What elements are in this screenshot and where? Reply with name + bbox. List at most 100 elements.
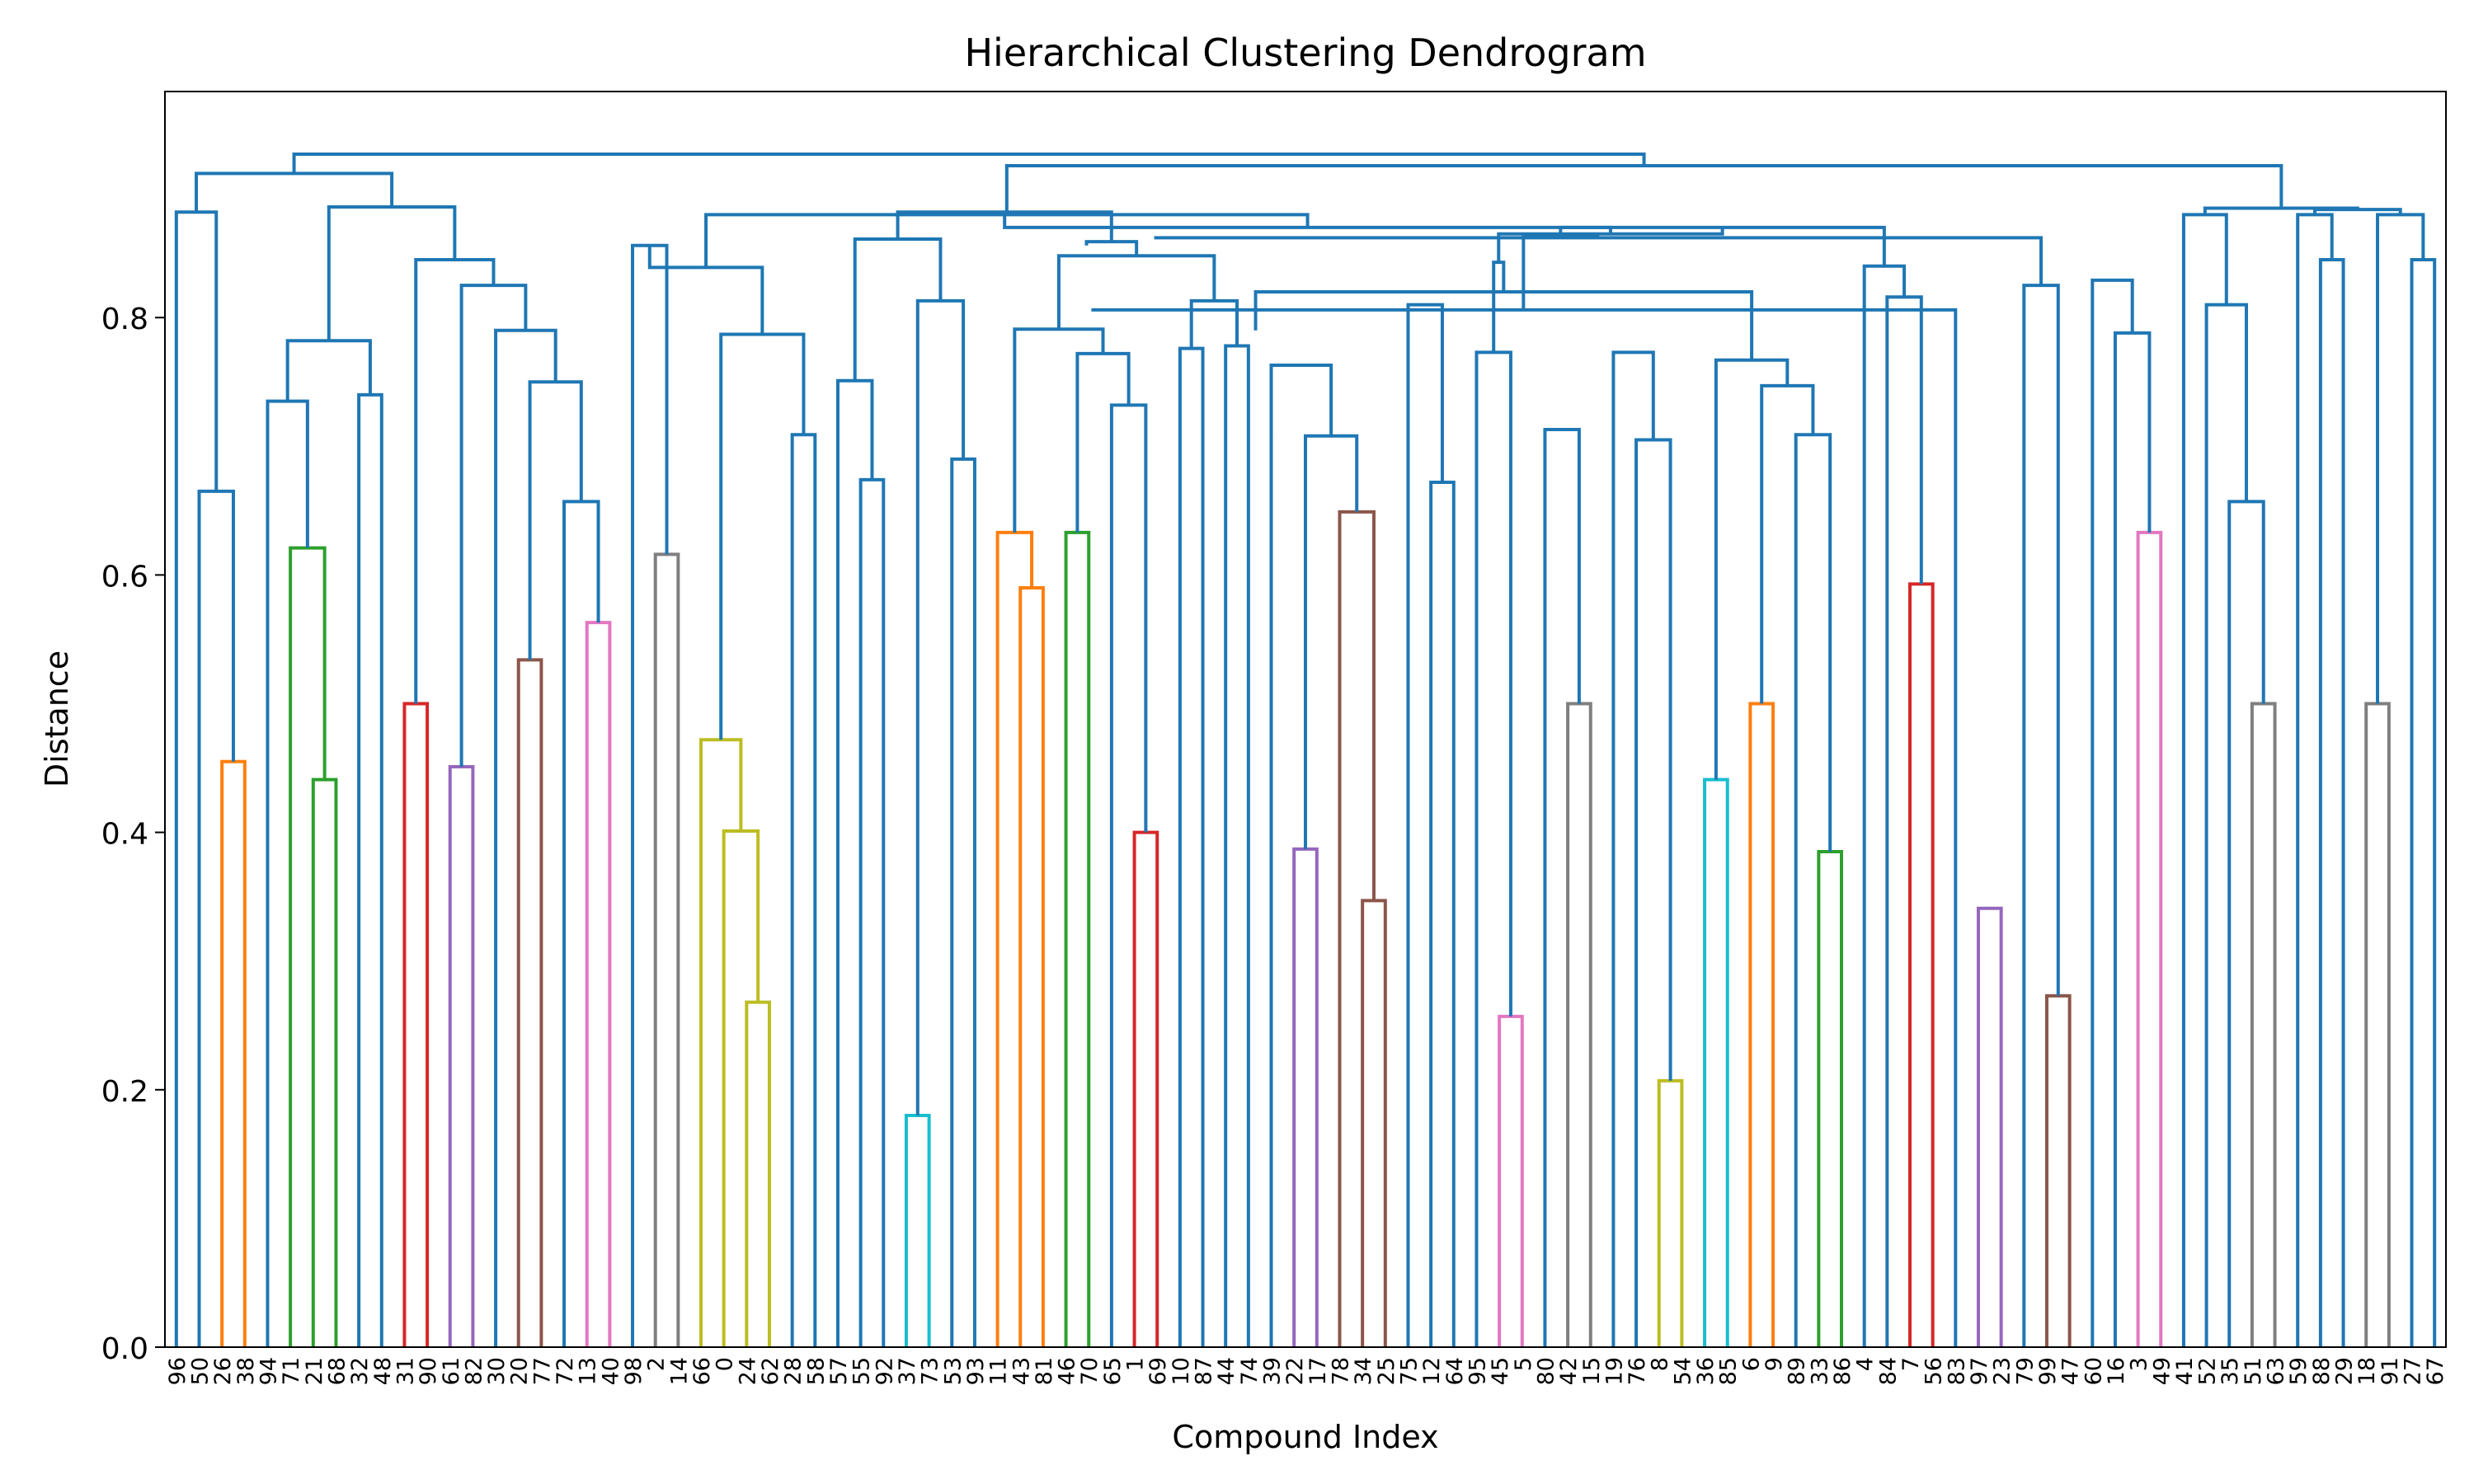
leaf-label: 87 — [1192, 1357, 1217, 1385]
y-axis-label: Distance — [39, 650, 75, 787]
leaf-label: 32 — [347, 1357, 373, 1385]
leaf-label: 7 — [1898, 1357, 1924, 1371]
leaf-label: 75 — [1396, 1357, 1422, 1385]
leaf-label: 43 — [1009, 1357, 1034, 1385]
leaf-label: 84 — [1875, 1357, 1901, 1385]
leaf-label: 12 — [1419, 1357, 1445, 1385]
leaf-label: 70 — [1077, 1357, 1103, 1385]
leaf-label: 66 — [689, 1357, 715, 1385]
leaf-label: 69 — [1145, 1357, 1171, 1385]
leaf-label: 9 — [1761, 1357, 1787, 1371]
leaf-label: 55 — [849, 1357, 875, 1385]
leaf-label: 29 — [2332, 1357, 2358, 1385]
leaf-label: 49 — [2149, 1357, 2175, 1385]
leaf-label: 10 — [1169, 1357, 1194, 1385]
leaf-label: 93 — [963, 1357, 989, 1385]
dendrogram-links — [176, 152, 2437, 1347]
dendrogram-link — [1976, 906, 2003, 1347]
leaf-label: 1 — [1123, 1357, 1149, 1371]
leaf-label: 40 — [598, 1357, 623, 1385]
leaf-label: 22 — [1282, 1357, 1308, 1385]
leaf-label: 56 — [1921, 1357, 1947, 1385]
leaf-label: 45 — [1488, 1357, 1513, 1385]
leaf-label: 61 — [439, 1357, 464, 1385]
dendrogram-link — [292, 152, 1646, 174]
leaf-label: 21 — [302, 1357, 327, 1385]
dendrogram-link — [2091, 278, 2134, 1347]
dendrogram-link — [1817, 850, 1844, 1347]
leaf-label: 35 — [2218, 1357, 2243, 1385]
leaf-label: 57 — [826, 1357, 852, 1385]
dendrogram-link — [722, 829, 760, 1347]
leaf-label: 79 — [2012, 1357, 2038, 1385]
dendrogram-link — [1269, 363, 1333, 1347]
leaf-label: 65 — [1100, 1357, 1126, 1385]
leaf-label: 86 — [1830, 1357, 1856, 1385]
leaf-label: 95 — [1465, 1357, 1490, 1385]
leaf-label: 62 — [758, 1357, 783, 1385]
leaf-label: 8 — [1648, 1357, 1673, 1371]
leaf-label: 94 — [256, 1357, 281, 1385]
leaf-label: 50 — [187, 1357, 213, 1385]
leaf-label: 47 — [2058, 1357, 2084, 1385]
leaf-label: 5 — [1511, 1357, 1536, 1371]
leaf-label: 85 — [1716, 1357, 1742, 1385]
y-tick-label: 0.6 — [101, 560, 148, 594]
y-tick-label: 0.2 — [101, 1075, 148, 1109]
leaf-label: 34 — [1351, 1357, 1376, 1385]
leaf-label: 51 — [2241, 1357, 2266, 1385]
leaf-label: 91 — [2378, 1357, 2403, 1385]
x-axis: 9650263894712168324831906182302077721340… — [165, 1357, 2448, 1385]
y-axis: 0.0 0.2 0.4 0.6 0.8 — [101, 303, 165, 1366]
leaf-label: 23 — [1990, 1357, 2015, 1385]
dendrogram-link — [2044, 993, 2072, 1347]
leaf-label: 71 — [279, 1357, 304, 1385]
leaf-label: 89 — [1785, 1357, 1810, 1385]
dendrogram-link — [1406, 303, 1444, 1347]
leaf-label: 99 — [2035, 1357, 2061, 1385]
leaf-label: 81 — [1032, 1357, 1057, 1385]
leaf-label: 11 — [986, 1357, 1012, 1385]
leaf-label: 2 — [644, 1357, 670, 1371]
leaf-label: 41 — [2172, 1357, 2198, 1385]
leaf-label: 4 — [1853, 1357, 1879, 1371]
leaf-label: 46 — [1055, 1357, 1080, 1385]
leaf-label: 48 — [370, 1357, 396, 1385]
leaf-label: 77 — [529, 1357, 555, 1385]
leaf-label: 6 — [1738, 1357, 1764, 1371]
leaf-label: 76 — [1625, 1357, 1650, 1385]
x-axis-label: Compound Index — [1172, 1419, 1438, 1455]
dendrogram-link — [1543, 428, 1581, 1347]
y-tick-label: 0.4 — [101, 818, 148, 852]
leaf-label: 15 — [1579, 1357, 1605, 1385]
leaf-label: 20 — [507, 1357, 533, 1385]
leaf-label: 73 — [918, 1357, 943, 1385]
leaf-label: 25 — [1374, 1357, 1399, 1385]
leaf-label: 53 — [940, 1357, 966, 1385]
dendrogram-link — [1611, 350, 1655, 1347]
leaf-label: 52 — [2195, 1357, 2221, 1385]
leaf-label: 0 — [713, 1357, 738, 1371]
leaf-label: 38 — [233, 1357, 259, 1385]
leaf-label: 26 — [210, 1357, 236, 1385]
leaf-label: 88 — [2309, 1357, 2335, 1385]
leaf-label: 80 — [1533, 1357, 1559, 1385]
leaf-label: 18 — [2354, 1357, 2380, 1385]
leaf-label: 64 — [1442, 1357, 1468, 1385]
leaf-label: 90 — [416, 1357, 441, 1385]
dendrogram-link — [1091, 308, 1958, 1347]
leaf-label: 78 — [1328, 1357, 1353, 1385]
leaf-label: 98 — [621, 1357, 647, 1385]
leaf-label: 31 — [393, 1357, 418, 1385]
leaf-label: 42 — [1556, 1357, 1582, 1385]
leaf-label: 39 — [1260, 1357, 1286, 1385]
leaf-label: 3 — [2127, 1357, 2152, 1371]
leaf-label: 44 — [1214, 1357, 1239, 1385]
leaf-label: 67 — [2423, 1357, 2448, 1385]
leaf-label: 33 — [1807, 1357, 1832, 1385]
leaf-label: 72 — [553, 1357, 578, 1385]
leaf-label: 27 — [2401, 1357, 2426, 1385]
leaf-label: 97 — [1967, 1357, 1992, 1385]
leaf-label: 16 — [2104, 1357, 2129, 1385]
leaf-label: 24 — [735, 1357, 760, 1385]
